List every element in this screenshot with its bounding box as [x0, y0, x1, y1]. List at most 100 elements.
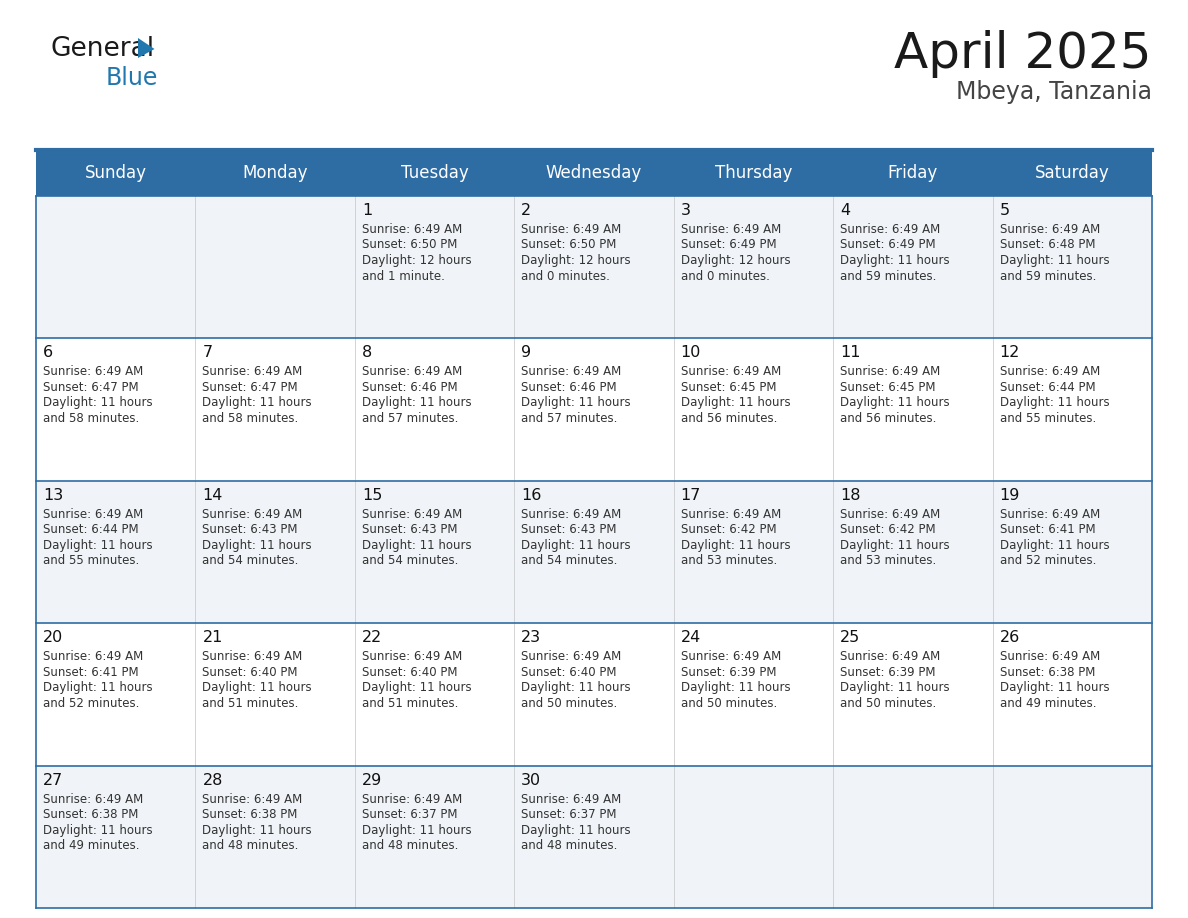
Text: Sunrise: 6:49 AM: Sunrise: 6:49 AM	[999, 223, 1100, 236]
Text: 27: 27	[43, 773, 63, 788]
Text: Sunset: 6:41 PM: Sunset: 6:41 PM	[999, 523, 1095, 536]
Text: and 55 minutes.: and 55 minutes.	[999, 412, 1095, 425]
Text: Sunset: 6:43 PM: Sunset: 6:43 PM	[202, 523, 298, 536]
Text: Sunset: 6:42 PM: Sunset: 6:42 PM	[840, 523, 936, 536]
Text: 12: 12	[999, 345, 1020, 361]
Text: Sunset: 6:49 PM: Sunset: 6:49 PM	[840, 239, 936, 252]
Text: Wednesday: Wednesday	[545, 164, 643, 182]
Text: Sunset: 6:37 PM: Sunset: 6:37 PM	[522, 808, 617, 821]
Text: Sunrise: 6:49 AM: Sunrise: 6:49 AM	[202, 650, 303, 663]
Text: Sunrise: 6:49 AM: Sunrise: 6:49 AM	[362, 792, 462, 806]
Text: and 57 minutes.: and 57 minutes.	[362, 412, 459, 425]
Text: 16: 16	[522, 487, 542, 503]
Text: 15: 15	[362, 487, 383, 503]
Text: Sunset: 6:42 PM: Sunset: 6:42 PM	[681, 523, 776, 536]
Text: and 57 minutes.: and 57 minutes.	[522, 412, 618, 425]
Text: and 52 minutes.: and 52 minutes.	[43, 697, 139, 710]
Text: and 48 minutes.: and 48 minutes.	[362, 839, 459, 852]
Text: and 50 minutes.: and 50 minutes.	[840, 697, 936, 710]
Text: 5: 5	[999, 203, 1010, 218]
Text: Sunset: 6:41 PM: Sunset: 6:41 PM	[43, 666, 139, 678]
Text: Daylight: 11 hours: Daylight: 11 hours	[362, 681, 472, 694]
Text: Sunrise: 6:49 AM: Sunrise: 6:49 AM	[522, 365, 621, 378]
Text: Monday: Monday	[242, 164, 308, 182]
Text: 2: 2	[522, 203, 531, 218]
Text: Daylight: 12 hours: Daylight: 12 hours	[681, 254, 790, 267]
Text: Sunrise: 6:49 AM: Sunrise: 6:49 AM	[522, 508, 621, 521]
Text: Daylight: 11 hours: Daylight: 11 hours	[681, 681, 790, 694]
Text: 28: 28	[202, 773, 223, 788]
Text: Sunset: 6:43 PM: Sunset: 6:43 PM	[362, 523, 457, 536]
Text: and 0 minutes.: and 0 minutes.	[522, 270, 611, 283]
Text: and 58 minutes.: and 58 minutes.	[202, 412, 298, 425]
Text: 20: 20	[43, 630, 63, 645]
Text: Sunrise: 6:49 AM: Sunrise: 6:49 AM	[43, 365, 144, 378]
Text: Daylight: 11 hours: Daylight: 11 hours	[840, 397, 949, 409]
Text: 1: 1	[362, 203, 372, 218]
Text: Sunrise: 6:49 AM: Sunrise: 6:49 AM	[43, 508, 144, 521]
Text: Sunrise: 6:49 AM: Sunrise: 6:49 AM	[999, 508, 1100, 521]
Text: Daylight: 11 hours: Daylight: 11 hours	[43, 397, 152, 409]
Text: Sunset: 6:45 PM: Sunset: 6:45 PM	[681, 381, 776, 394]
Text: and 56 minutes.: and 56 minutes.	[681, 412, 777, 425]
Text: Daylight: 11 hours: Daylight: 11 hours	[999, 397, 1110, 409]
Text: and 54 minutes.: and 54 minutes.	[202, 554, 299, 567]
Polygon shape	[138, 38, 154, 58]
Text: Daylight: 11 hours: Daylight: 11 hours	[362, 397, 472, 409]
Text: 11: 11	[840, 345, 860, 361]
Text: Sunrise: 6:49 AM: Sunrise: 6:49 AM	[522, 223, 621, 236]
Text: Daylight: 11 hours: Daylight: 11 hours	[840, 254, 949, 267]
Text: 3: 3	[681, 203, 690, 218]
Text: Daylight: 11 hours: Daylight: 11 hours	[522, 823, 631, 836]
Text: 8: 8	[362, 345, 372, 361]
Text: 4: 4	[840, 203, 851, 218]
Text: Sunrise: 6:49 AM: Sunrise: 6:49 AM	[681, 223, 781, 236]
Text: Sunset: 6:47 PM: Sunset: 6:47 PM	[202, 381, 298, 394]
Text: and 48 minutes.: and 48 minutes.	[522, 839, 618, 852]
Text: Sunrise: 6:49 AM: Sunrise: 6:49 AM	[362, 223, 462, 236]
Text: Sunrise: 6:49 AM: Sunrise: 6:49 AM	[522, 792, 621, 806]
Text: Daylight: 11 hours: Daylight: 11 hours	[202, 823, 312, 836]
Text: and 59 minutes.: and 59 minutes.	[840, 270, 936, 283]
Bar	[36, 481, 1152, 623]
Text: 21: 21	[202, 630, 223, 645]
Text: Tuesday: Tuesday	[400, 164, 468, 182]
Text: Daylight: 11 hours: Daylight: 11 hours	[840, 539, 949, 552]
Text: Daylight: 11 hours: Daylight: 11 hours	[362, 539, 472, 552]
Text: Mbeya, Tanzania: Mbeya, Tanzania	[956, 80, 1152, 104]
Text: and 1 minute.: and 1 minute.	[362, 270, 444, 283]
Text: and 51 minutes.: and 51 minutes.	[202, 697, 299, 710]
Text: Daylight: 11 hours: Daylight: 11 hours	[681, 397, 790, 409]
Text: Sunrise: 6:49 AM: Sunrise: 6:49 AM	[43, 650, 144, 663]
Text: Sunrise: 6:49 AM: Sunrise: 6:49 AM	[840, 223, 941, 236]
Text: 13: 13	[43, 487, 63, 503]
Text: Daylight: 11 hours: Daylight: 11 hours	[999, 539, 1110, 552]
Text: Sunset: 6:47 PM: Sunset: 6:47 PM	[43, 381, 139, 394]
Text: 30: 30	[522, 773, 542, 788]
Text: and 52 minutes.: and 52 minutes.	[999, 554, 1097, 567]
Text: and 50 minutes.: and 50 minutes.	[681, 697, 777, 710]
Text: Sunrise: 6:49 AM: Sunrise: 6:49 AM	[840, 508, 941, 521]
Text: Sunset: 6:48 PM: Sunset: 6:48 PM	[999, 239, 1095, 252]
Bar	[36, 150, 1152, 196]
Text: Sunrise: 6:49 AM: Sunrise: 6:49 AM	[362, 650, 462, 663]
Text: Thursday: Thursday	[715, 164, 792, 182]
Text: Daylight: 11 hours: Daylight: 11 hours	[43, 823, 152, 836]
Text: and 51 minutes.: and 51 minutes.	[362, 697, 459, 710]
Text: Sunset: 6:38 PM: Sunset: 6:38 PM	[202, 808, 298, 821]
Text: Sunrise: 6:49 AM: Sunrise: 6:49 AM	[202, 792, 303, 806]
Text: and 54 minutes.: and 54 minutes.	[362, 554, 459, 567]
Text: 7: 7	[202, 345, 213, 361]
Text: Blue: Blue	[106, 66, 158, 90]
Text: 10: 10	[681, 345, 701, 361]
Text: Sunset: 6:40 PM: Sunset: 6:40 PM	[362, 666, 457, 678]
Text: Saturday: Saturday	[1035, 164, 1110, 182]
Text: Daylight: 12 hours: Daylight: 12 hours	[362, 254, 472, 267]
Text: and 55 minutes.: and 55 minutes.	[43, 554, 139, 567]
Bar	[36, 339, 1152, 481]
Text: Daylight: 11 hours: Daylight: 11 hours	[522, 681, 631, 694]
Text: Sunrise: 6:49 AM: Sunrise: 6:49 AM	[362, 365, 462, 378]
Text: Daylight: 11 hours: Daylight: 11 hours	[840, 681, 949, 694]
Text: General: General	[51, 36, 156, 62]
Text: Sunrise: 6:49 AM: Sunrise: 6:49 AM	[681, 365, 781, 378]
